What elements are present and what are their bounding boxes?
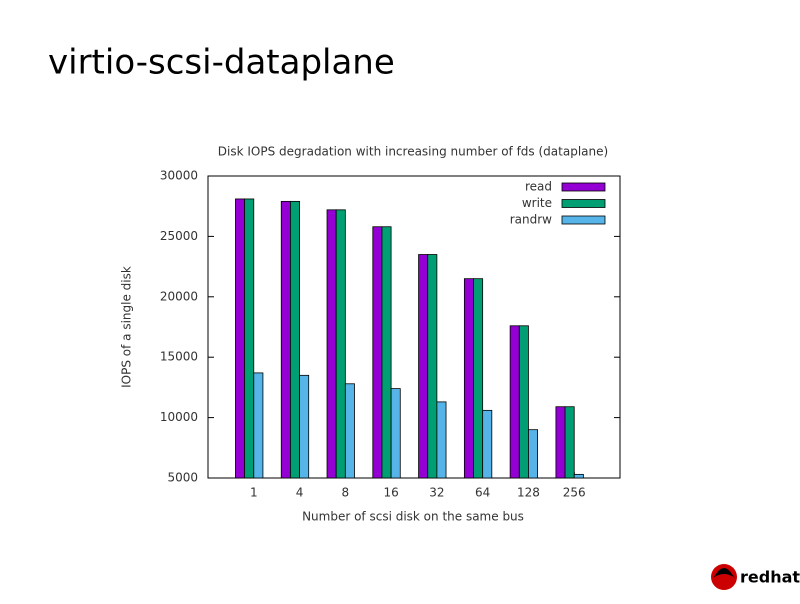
y-axis-label: IOPS of a single disk xyxy=(120,266,134,388)
y-tick-label: 5000 xyxy=(167,471,198,485)
y-tick-label: 15000 xyxy=(160,350,198,364)
logo: redhat. xyxy=(711,564,800,590)
x-tick-label: 4 xyxy=(296,486,304,500)
bar xyxy=(280,200,291,479)
logo-circle xyxy=(711,564,737,590)
bar xyxy=(573,473,584,479)
bar xyxy=(555,406,566,479)
bar xyxy=(463,278,474,479)
legend-label: read xyxy=(525,180,552,194)
bar xyxy=(528,429,539,479)
bar xyxy=(326,209,337,479)
bar xyxy=(381,226,392,479)
x-tick-label: 64 xyxy=(475,486,490,500)
plot-frame xyxy=(207,175,621,479)
legend-label: write xyxy=(522,196,552,210)
legend-swatch xyxy=(561,182,606,192)
bar xyxy=(482,409,493,479)
x-axis-label: Number of scsi disk on the same bus xyxy=(302,510,524,524)
y-tick-label: 20000 xyxy=(160,289,198,303)
bar xyxy=(390,388,401,479)
bar xyxy=(244,198,255,479)
y-tick-label: 25000 xyxy=(160,229,198,243)
y-tick-label: 10000 xyxy=(160,410,198,424)
logo-text: redhat. xyxy=(740,568,800,587)
bar xyxy=(473,278,484,479)
bar xyxy=(289,200,300,479)
legend-swatch xyxy=(561,199,606,208)
bar xyxy=(518,325,529,479)
bar xyxy=(344,383,355,479)
chart-title: Disk IOPS degradation with increasing nu… xyxy=(218,145,608,159)
bar xyxy=(436,401,447,479)
legend-swatch xyxy=(561,215,606,225)
bar xyxy=(509,325,520,479)
bar xyxy=(335,209,346,479)
x-tick-label: 8 xyxy=(342,486,350,500)
slide-title: virtio-scsi-dataplane xyxy=(48,43,395,83)
x-tick-label: 16 xyxy=(383,486,398,500)
bar xyxy=(372,226,383,479)
bar xyxy=(253,372,264,479)
x-tick-label: 1 xyxy=(250,486,258,500)
bar xyxy=(564,406,575,479)
bar xyxy=(427,254,438,479)
bar xyxy=(299,374,310,479)
x-tick-label: 128 xyxy=(517,486,540,500)
bar xyxy=(418,254,429,479)
logo-hat xyxy=(713,568,735,578)
x-tick-label: 256 xyxy=(563,486,586,500)
bar xyxy=(235,198,246,479)
legend-label: randrw xyxy=(510,213,552,227)
y-tick-label: 30000 xyxy=(160,169,198,183)
x-tick-label: 32 xyxy=(429,486,444,500)
